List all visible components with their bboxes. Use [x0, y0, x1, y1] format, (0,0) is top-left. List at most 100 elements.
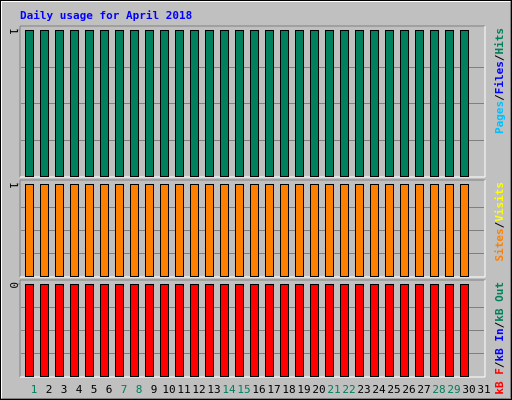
bar: [400, 30, 409, 177]
x-tick-label: 17: [267, 383, 280, 396]
bar: [25, 184, 34, 277]
x-tick-label: 19: [297, 383, 310, 396]
bar: [175, 30, 184, 177]
bar: [40, 184, 49, 277]
bar: [325, 30, 334, 177]
bar: [325, 184, 334, 277]
bar: [430, 30, 439, 177]
x-tick-label: 29: [447, 383, 460, 396]
bar: [295, 184, 304, 277]
bar: [205, 30, 214, 177]
bar: [460, 30, 469, 177]
chart-title: Daily usage for April 2018: [20, 9, 192, 22]
legend: Pages/Files/Hits: [493, 28, 506, 134]
legend: Sites/Visits: [493, 182, 506, 262]
x-tick-label: 8: [136, 383, 143, 396]
bar: [40, 284, 49, 377]
bar: [415, 30, 424, 177]
bar: [40, 30, 49, 177]
bar: [100, 30, 109, 177]
bar: [190, 30, 199, 177]
bar: [100, 284, 109, 377]
x-tick-label: 2: [46, 383, 53, 396]
x-tick-label: 4: [76, 383, 83, 396]
x-tick-label: 6: [106, 383, 113, 396]
bar: [430, 284, 439, 377]
bar: [175, 284, 184, 377]
bar: [445, 30, 454, 177]
bar: [235, 284, 244, 377]
bar: [55, 184, 64, 277]
bar: [145, 30, 154, 177]
x-tick-label: 26: [402, 383, 415, 396]
bar: [85, 184, 94, 277]
bar: [310, 284, 319, 377]
bar: [385, 30, 394, 177]
x-tick-label: 23: [357, 383, 370, 396]
bar: [220, 184, 229, 277]
x-tick-label: 15: [237, 383, 250, 396]
bar: [250, 30, 259, 177]
bar: [385, 184, 394, 277]
bar: [100, 184, 109, 277]
bar: [265, 284, 274, 377]
legend-entry: kB In: [493, 328, 506, 361]
bar: [385, 284, 394, 377]
x-tick-label: 16: [252, 383, 265, 396]
bar: [445, 184, 454, 277]
bar: [370, 30, 379, 177]
bar: [460, 284, 469, 377]
bar: [220, 30, 229, 177]
bar: [355, 184, 364, 277]
bar: [115, 184, 124, 277]
bar: [265, 184, 274, 277]
x-tick-label: 30: [462, 383, 475, 396]
y-tick-label: 1: [7, 28, 20, 35]
legend-separator: /: [493, 54, 506, 61]
bar: [460, 184, 469, 277]
bar: [25, 284, 34, 377]
bar: [370, 284, 379, 377]
bar: [175, 184, 184, 277]
x-tick-label: 9: [151, 383, 158, 396]
x-tick-label: 31: [477, 383, 490, 396]
bar: [145, 284, 154, 377]
x-tick-label: 27: [417, 383, 430, 396]
x-tick-label: 24: [372, 383, 386, 396]
legend-entry: kB F: [493, 368, 506, 395]
bar: [85, 30, 94, 177]
legend-separator: /: [493, 221, 506, 228]
legend-entry: Sites: [493, 228, 506, 261]
bar: [235, 184, 244, 277]
bar: [55, 30, 64, 177]
legend-entry: Hits: [493, 28, 506, 55]
x-tick-label: 1: [31, 383, 38, 396]
x-tick-label: 28: [432, 383, 445, 396]
bar: [400, 284, 409, 377]
bar: [310, 30, 319, 177]
bar: [430, 184, 439, 277]
y-tick-label: 1: [7, 182, 20, 189]
bar: [370, 184, 379, 277]
bar: [70, 30, 79, 177]
bar: [160, 30, 169, 177]
bar: [445, 284, 454, 377]
y-tick-label: 0: [7, 282, 20, 289]
bar: [130, 284, 139, 377]
bar: [310, 184, 319, 277]
bar: [115, 284, 124, 377]
x-tick-label: 22: [342, 383, 355, 396]
bar: [160, 184, 169, 277]
x-tick-label: 25: [387, 383, 400, 396]
bar: [190, 184, 199, 277]
x-tick-label: 20: [312, 383, 325, 396]
legend-separator: /: [493, 321, 506, 328]
legend-entry: kB Out: [493, 282, 506, 322]
bar: [70, 184, 79, 277]
bar: [280, 30, 289, 177]
legend-entry: Pages: [493, 101, 506, 134]
bar: [205, 184, 214, 277]
